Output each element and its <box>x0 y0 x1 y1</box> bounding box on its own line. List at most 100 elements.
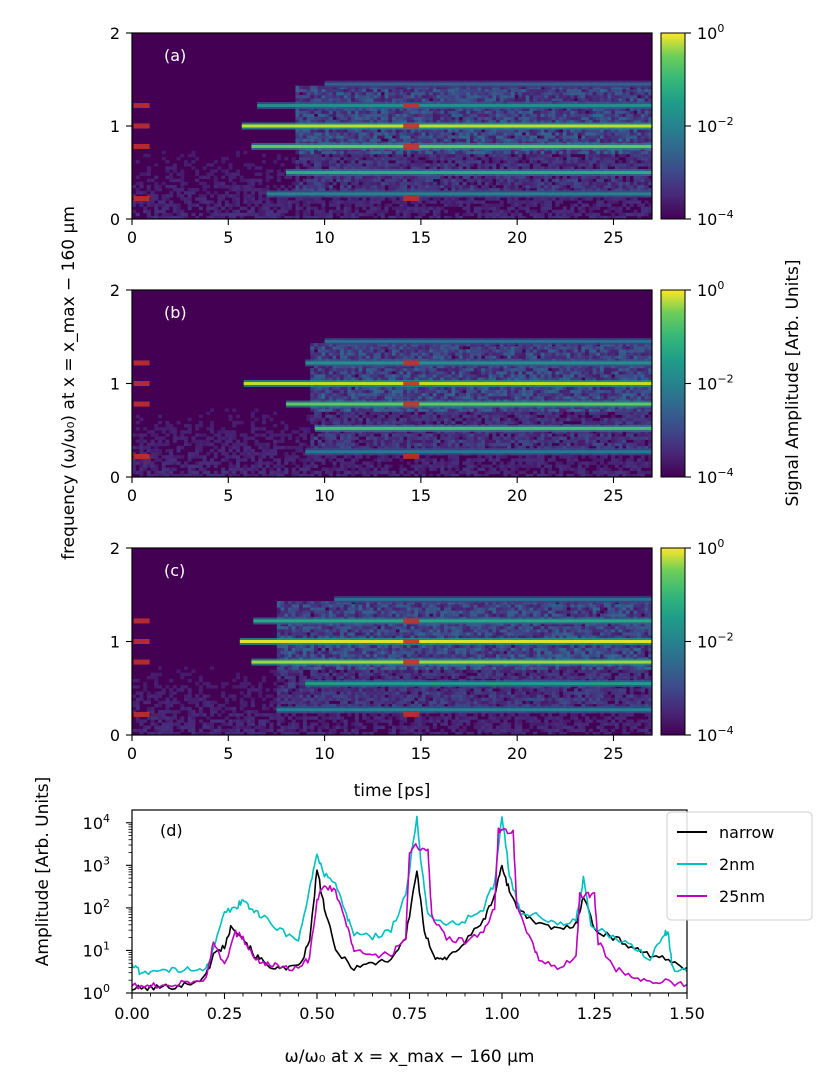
noise-cell <box>262 209 267 214</box>
noise-cell <box>139 445 144 450</box>
noise-cell <box>135 188 140 192</box>
noise-cell <box>462 153 467 158</box>
noise-cell <box>421 95 426 99</box>
noise-cell <box>406 209 411 214</box>
noise-cell <box>146 194 151 198</box>
noise-cell <box>626 166 631 170</box>
noise-cell <box>139 448 144 453</box>
noise-cell <box>347 371 352 375</box>
noise-cell <box>548 153 553 158</box>
noise-cell <box>570 157 575 161</box>
noise-cell <box>317 455 322 459</box>
noise-cell <box>540 88 545 93</box>
noise-cell <box>310 445 315 450</box>
noise-cell <box>466 107 471 111</box>
noise-cell <box>492 135 497 139</box>
noise-cell <box>377 116 382 121</box>
noise-cell <box>600 150 605 155</box>
noise-cell <box>198 439 203 444</box>
noise-cell <box>510 88 515 93</box>
noise-cell <box>436 129 441 133</box>
noise-cell <box>295 91 300 96</box>
noise-cell <box>262 197 267 201</box>
noise-cell <box>336 200 341 204</box>
noise-cell <box>458 113 463 117</box>
noise-cell <box>451 203 456 207</box>
noise-cell <box>566 98 571 102</box>
noise-cell <box>388 184 393 189</box>
noise-cell <box>347 135 352 139</box>
noise-cell <box>618 188 623 192</box>
noise-cell <box>507 116 512 121</box>
noise-cell <box>618 197 623 201</box>
noise-cell <box>280 433 285 437</box>
noise-cell <box>362 138 367 142</box>
noise-cell <box>492 113 497 117</box>
noise-cell <box>369 206 374 210</box>
noise-cell <box>232 467 237 472</box>
noise-cell <box>325 153 330 158</box>
noise-cell <box>146 188 151 192</box>
noise-cell <box>503 160 508 164</box>
noise-cell <box>284 467 289 472</box>
noise-cell <box>247 452 252 456</box>
noise-cell <box>388 188 393 192</box>
noise-cell <box>351 433 356 437</box>
noise-cell <box>414 113 419 117</box>
noise-cell <box>588 110 593 114</box>
noise-cell <box>221 473 226 478</box>
noise-cell <box>191 455 196 459</box>
noise-cell <box>299 448 304 453</box>
noise-cell <box>343 464 348 468</box>
noise-cell <box>236 172 241 176</box>
noise-cell <box>213 215 218 220</box>
noise-cell <box>232 455 237 459</box>
noise-cell <box>529 135 534 139</box>
noise-cell <box>510 163 515 167</box>
noise-cell <box>555 163 560 167</box>
noise-cell <box>135 427 140 431</box>
noise-cell <box>336 132 341 136</box>
noise-cell <box>588 212 593 217</box>
noise-cell <box>146 184 151 189</box>
noise-cell <box>206 191 211 195</box>
noise-cell <box>570 129 575 133</box>
noise-cell <box>328 414 333 419</box>
noise-cell <box>522 163 527 167</box>
noise-cell <box>250 452 255 456</box>
noise-cell <box>596 175 601 179</box>
noise-cell <box>321 85 326 90</box>
noise-cell <box>306 163 311 167</box>
noise-cell <box>458 138 463 142</box>
noise-cell <box>280 203 285 207</box>
noise-cell <box>373 150 378 155</box>
noise-cell <box>399 215 404 220</box>
noise-cell <box>503 110 508 114</box>
noise-cell <box>611 178 616 183</box>
noise-cell <box>354 212 359 217</box>
noise-cell <box>570 91 575 96</box>
noise-cell <box>187 452 192 456</box>
noise-cell <box>332 203 337 207</box>
noise-cell <box>566 95 571 99</box>
noise-cell <box>343 417 348 422</box>
noise-cell <box>633 209 638 214</box>
noise-cell <box>247 436 252 440</box>
noise-cell <box>336 110 341 114</box>
noise-cell <box>410 178 415 183</box>
noise-cell <box>425 157 430 161</box>
noise-cell <box>351 107 356 111</box>
noise-cell <box>414 91 419 96</box>
noise-cell <box>436 206 441 210</box>
noise-cell <box>247 178 252 183</box>
noise-cell <box>314 458 319 462</box>
noise-cell <box>499 95 504 99</box>
noise-cell <box>306 175 311 179</box>
noise-cell <box>432 209 437 214</box>
noise-cell <box>158 420 163 425</box>
noise-cell <box>392 116 397 121</box>
noise-cell <box>310 184 315 189</box>
noise-cell <box>637 135 642 139</box>
noise-cell <box>473 209 478 214</box>
noise-cell <box>332 367 337 372</box>
